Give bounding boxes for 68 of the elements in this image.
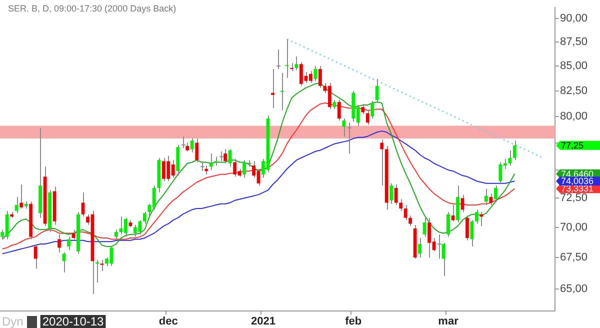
candlestick xyxy=(366,110,370,126)
candlestick xyxy=(494,185,498,202)
candlestick xyxy=(290,62,294,72)
y-tick-label: 67,50 xyxy=(560,251,588,264)
candlestick xyxy=(81,192,85,218)
candlestick xyxy=(380,139,384,186)
candlestick xyxy=(375,78,379,102)
candlestick xyxy=(399,198,403,212)
candlestick xyxy=(456,185,460,224)
text: 2020-10-13 xyxy=(42,314,104,328)
candlestick xyxy=(332,99,336,110)
text: Dyn xyxy=(2,314,24,328)
candlestick xyxy=(14,196,18,214)
candlestick xyxy=(314,66,318,82)
y-tick-label: 72,50 xyxy=(560,192,588,204)
candlestick xyxy=(466,214,469,241)
candlestick xyxy=(422,217,426,238)
candlestick xyxy=(67,236,70,251)
y-tick-label: 70,00 xyxy=(560,221,588,234)
candlestick xyxy=(347,122,352,154)
candlestick xyxy=(337,99,341,122)
candlestick xyxy=(475,209,478,224)
candlestick xyxy=(190,138,194,153)
candlestick xyxy=(285,38,289,78)
y-tick-label: 80,00 xyxy=(560,110,588,122)
x-tick-label: 2021 xyxy=(251,315,276,328)
candlestick xyxy=(428,217,432,258)
candlestick xyxy=(209,153,213,170)
y-tick-label: 65,00 xyxy=(560,282,588,295)
x-tick-label: mar xyxy=(438,315,460,328)
candlestick xyxy=(224,148,228,164)
candlestick xyxy=(20,184,24,209)
x-tick-label: feb xyxy=(345,315,362,328)
candlestick xyxy=(394,184,398,206)
text: 74,6460 xyxy=(561,168,594,179)
candlestick xyxy=(219,150,224,162)
candlestick xyxy=(181,136,186,149)
candlestick xyxy=(271,68,274,109)
candlestick xyxy=(390,182,394,204)
candlestick xyxy=(318,66,322,88)
candlestick xyxy=(437,234,442,260)
candlestick xyxy=(100,259,104,272)
x-tick-label: dec xyxy=(158,315,178,328)
candlestick xyxy=(195,138,199,163)
candlestick xyxy=(34,244,38,270)
candlestick xyxy=(228,148,232,168)
candlestick xyxy=(508,150,512,166)
y-tick-label: 87,50 xyxy=(560,36,588,48)
y-tick-label: 85,00 xyxy=(560,60,588,72)
candlestick xyxy=(58,234,62,254)
candlestick xyxy=(200,160,205,172)
candlestick xyxy=(446,211,450,238)
candlestick xyxy=(342,118,346,137)
candlestick xyxy=(484,188,488,206)
candlestick xyxy=(418,238,422,258)
candlestick xyxy=(361,104,365,115)
y-tick-label: 90,00 xyxy=(560,12,588,25)
candlestick xyxy=(276,49,281,70)
text: 74,0036 xyxy=(561,176,594,186)
candlestick xyxy=(280,72,284,111)
text: 77,25 xyxy=(561,140,584,150)
y-tick-label: 82,50 xyxy=(560,84,588,97)
candlestick xyxy=(114,229,118,240)
chart-title: SER. B, D, 09:00-17:30 (2000 Days Back) xyxy=(8,3,176,14)
candlestick xyxy=(512,140,516,161)
candlestick xyxy=(142,211,146,224)
candlestick xyxy=(294,56,298,70)
candlestick xyxy=(72,229,76,240)
